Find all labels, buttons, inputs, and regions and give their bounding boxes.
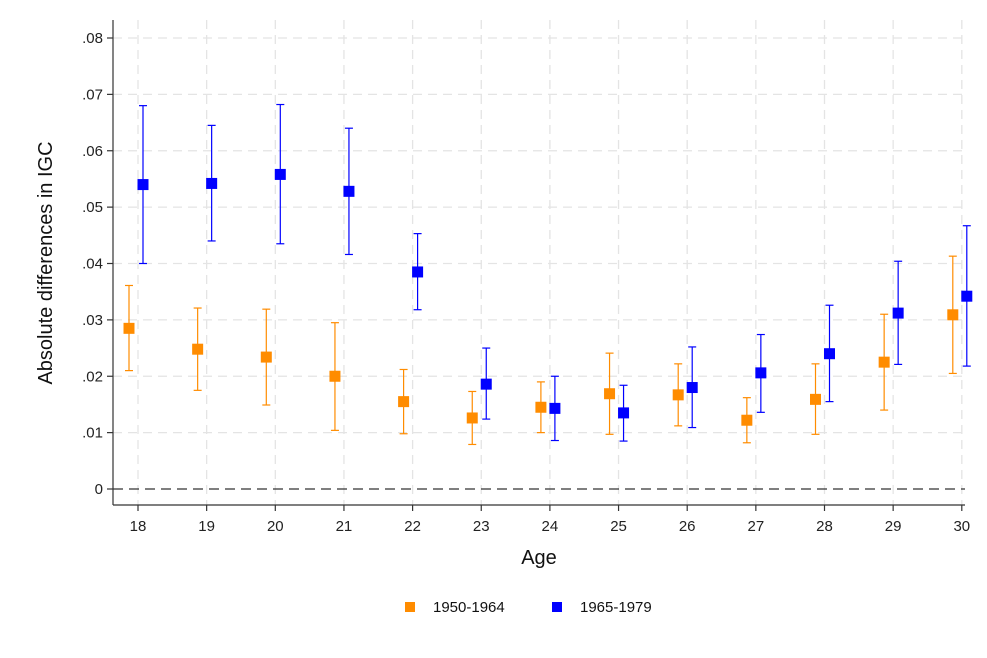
data-point	[412, 266, 424, 278]
data-point	[604, 388, 616, 400]
y-tick-label: 0	[95, 481, 103, 498]
x-tick-label: 26	[679, 518, 696, 535]
x-tick-label: 27	[748, 518, 765, 535]
data-point	[274, 168, 286, 180]
data-point	[260, 351, 272, 363]
y-tick-label: .02	[82, 368, 103, 385]
x-axis-title: Age	[521, 547, 557, 569]
y-axis-title: Absolute differences in IGC	[35, 141, 57, 384]
x-tick-label: 24	[542, 518, 559, 535]
y-ticks: 0 .01 .02 .03 .04 .05 .06 .07 .08	[82, 30, 113, 498]
x-tick-label: 23	[473, 518, 490, 535]
legend-swatch-1965-1979	[552, 602, 562, 612]
x-tick-label: 21	[336, 518, 353, 535]
data-point	[549, 402, 561, 414]
y-tick-label: .06	[82, 143, 103, 160]
data-point	[480, 378, 492, 390]
data-point	[192, 343, 204, 355]
x-tick-label: 18	[130, 518, 147, 535]
axes	[112, 20, 965, 506]
data-point	[343, 185, 355, 197]
data-point	[947, 309, 959, 321]
data-point	[535, 401, 547, 413]
y-tick-label: .05	[82, 199, 103, 216]
legend-label-1965-1979: 1965-1979	[580, 599, 652, 616]
x-tick-label: 20	[267, 518, 284, 535]
data-point	[741, 414, 753, 426]
grid	[113, 20, 965, 505]
y-tick-label: .03	[82, 312, 103, 329]
data-point	[961, 290, 973, 302]
x-tick-label: 19	[198, 518, 215, 535]
data-point	[123, 322, 135, 334]
data-point	[466, 412, 478, 424]
y-tick-label: .01	[82, 425, 103, 442]
data-point	[824, 348, 835, 360]
legend-swatch-1950-1964	[405, 602, 415, 612]
x-tick-label: 30	[953, 518, 970, 535]
data-point	[618, 407, 630, 419]
data-point	[755, 367, 767, 379]
legend-label-1950-1964: 1950-1964	[433, 599, 505, 616]
data-point	[137, 179, 149, 191]
series-1965-1979	[137, 103, 973, 442]
y-tick-label: .07	[82, 86, 103, 103]
x-tick-label: 22	[404, 518, 421, 535]
legend: 1950-1964 1965-1979	[405, 599, 652, 616]
data-point	[810, 393, 821, 405]
data-point	[672, 389, 684, 401]
x-tick-label: 28	[816, 518, 833, 535]
y-tick-label: .04	[82, 256, 103, 273]
data-point	[878, 356, 890, 368]
data-point	[206, 177, 218, 189]
x-ticks: 18 19 20 21 22 23 24 25 26 27 28 29 30	[130, 505, 970, 535]
data-point	[398, 396, 410, 408]
data-point	[892, 307, 904, 319]
series	[123, 103, 973, 446]
y-tick-label: .08	[82, 30, 103, 47]
x-tick-label: 29	[885, 518, 902, 535]
data-point	[329, 370, 341, 382]
x-tick-label: 25	[610, 518, 627, 535]
series-1950-1964	[123, 255, 959, 446]
data-point	[686, 382, 698, 394]
